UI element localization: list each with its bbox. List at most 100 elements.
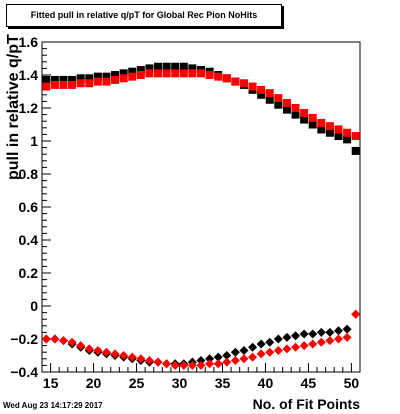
series-3-marker bbox=[119, 351, 129, 360]
series-3-marker bbox=[187, 360, 197, 370]
series-2-marker bbox=[273, 334, 283, 344]
series-1-marker bbox=[50, 80, 59, 89]
series-3-marker bbox=[93, 346, 103, 356]
series-3-marker bbox=[273, 346, 283, 356]
series-0-marker bbox=[93, 72, 102, 81]
series-1-marker bbox=[343, 128, 352, 137]
series-3-marker bbox=[136, 354, 146, 364]
series-0-marker bbox=[136, 66, 145, 75]
series-2-marker bbox=[239, 346, 249, 356]
series-1-marker bbox=[93, 77, 102, 86]
series-3-marker bbox=[162, 359, 172, 369]
series-0-marker bbox=[334, 132, 343, 141]
series-1-marker bbox=[205, 71, 214, 79]
series-0-marker bbox=[145, 64, 154, 73]
y-tick-label: 1.4 bbox=[19, 67, 39, 83]
series-0-marker bbox=[154, 62, 163, 71]
series-1-marker bbox=[179, 69, 188, 78]
series-3-marker bbox=[84, 344, 94, 354]
series-1-marker bbox=[128, 72, 137, 81]
series-3-marker bbox=[342, 332, 352, 342]
series-2-marker bbox=[291, 331, 301, 341]
y-tick-label: 0.2 bbox=[19, 265, 39, 281]
chart-title: Fitted pull in relative q/pT for Global … bbox=[30, 10, 258, 20]
series-3-marker bbox=[101, 347, 111, 357]
series-0-marker bbox=[59, 75, 68, 84]
series-3-marker bbox=[110, 349, 120, 359]
series-2-marker bbox=[265, 337, 275, 347]
series-0-marker bbox=[102, 72, 111, 81]
series-3-marker bbox=[230, 355, 240, 365]
chart-title-box: Fitted pull in relative q/pT for Global … bbox=[6, 4, 282, 27]
x-tick-label: 40 bbox=[258, 375, 274, 391]
y-tick-label: 1.6 bbox=[19, 34, 39, 50]
series-1-marker bbox=[214, 72, 223, 81]
series-2-marker bbox=[316, 327, 326, 337]
series-3-marker bbox=[316, 337, 326, 347]
series-1-marker bbox=[111, 75, 120, 84]
series-3-marker bbox=[144, 355, 154, 365]
series-0-marker bbox=[85, 74, 94, 83]
series-3-marker bbox=[291, 342, 301, 352]
series-3-marker bbox=[41, 334, 51, 344]
series-1-marker bbox=[257, 85, 266, 94]
y-tick-label: 0.8 bbox=[19, 166, 39, 182]
data-markers bbox=[41, 62, 361, 370]
series-1-marker bbox=[291, 104, 300, 112]
series-1-marker bbox=[68, 80, 77, 89]
series-3-marker bbox=[76, 341, 86, 351]
series-3-marker bbox=[179, 360, 189, 370]
series-3-marker bbox=[67, 337, 77, 347]
series-1-marker bbox=[231, 77, 240, 86]
timestamp: Wed Aug 23 14:17:29 2017 bbox=[3, 401, 103, 410]
series-1-marker bbox=[102, 77, 111, 86]
x-tick-label: 20 bbox=[86, 375, 102, 391]
series-1-marker bbox=[85, 79, 94, 88]
series-1-marker bbox=[282, 99, 291, 108]
series-3-marker bbox=[239, 354, 249, 364]
series-3-marker bbox=[308, 339, 318, 349]
series-0-marker bbox=[343, 135, 352, 144]
series-1-marker bbox=[42, 82, 51, 91]
series-2-marker bbox=[230, 347, 240, 357]
series-2-marker bbox=[334, 326, 344, 336]
y-tick-label: 1 bbox=[30, 133, 38, 149]
series-3-marker bbox=[213, 359, 223, 369]
series-3-marker bbox=[196, 360, 206, 370]
series-2-marker bbox=[205, 354, 215, 364]
series-1-marker bbox=[222, 74, 231, 83]
series-0-marker bbox=[50, 75, 59, 84]
series-0-marker bbox=[119, 69, 128, 78]
series-3-marker bbox=[127, 352, 137, 362]
x-tick-label: 15 bbox=[43, 375, 59, 391]
series-0-marker bbox=[42, 75, 51, 84]
series-2-marker bbox=[222, 351, 232, 360]
series-3-marker bbox=[325, 336, 335, 346]
series-1-marker bbox=[334, 125, 343, 134]
series-3-marker bbox=[222, 357, 232, 367]
x-tick-label: 30 bbox=[172, 375, 188, 391]
y-tick-label: 0.6 bbox=[19, 199, 39, 215]
series-0-marker bbox=[300, 115, 309, 124]
series-0-marker bbox=[257, 90, 266, 99]
series-2-marker bbox=[342, 324, 352, 334]
series-0-marker bbox=[179, 62, 188, 71]
y-axis-label: pull in relative q/pT bbox=[5, 34, 22, 180]
series-0-marker bbox=[282, 105, 291, 114]
series-1-marker bbox=[325, 122, 334, 131]
series-0-marker bbox=[171, 62, 180, 71]
series-0-marker bbox=[162, 62, 171, 71]
series-3-marker bbox=[50, 334, 60, 344]
series-1-marker bbox=[59, 80, 68, 89]
series-3-marker bbox=[170, 360, 180, 370]
series-2-marker bbox=[325, 327, 335, 337]
series-0-marker bbox=[325, 128, 334, 137]
x-axis-label: No. of Fit Points bbox=[252, 396, 360, 412]
y-tick-label: 0 bbox=[30, 298, 38, 314]
series-1-marker bbox=[162, 69, 171, 78]
series-3-marker bbox=[351, 309, 361, 319]
series-0-marker bbox=[308, 120, 317, 129]
series-1-marker bbox=[274, 94, 283, 103]
plot-area bbox=[41, 41, 361, 373]
series-1-marker bbox=[136, 71, 145, 79]
